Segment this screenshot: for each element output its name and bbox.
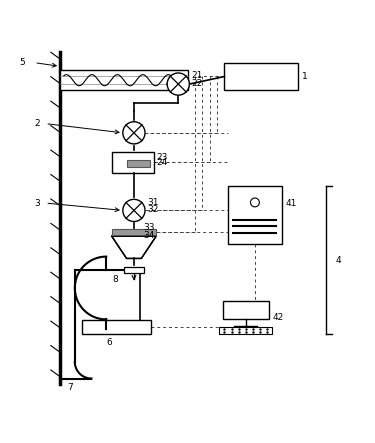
FancyBboxPatch shape — [60, 70, 188, 90]
Circle shape — [123, 122, 145, 144]
FancyBboxPatch shape — [219, 327, 273, 334]
Text: 21: 21 — [191, 71, 202, 81]
Text: 8: 8 — [112, 275, 118, 284]
Text: 1: 1 — [302, 72, 308, 81]
Text: 41: 41 — [285, 199, 297, 208]
FancyBboxPatch shape — [112, 152, 154, 174]
Text: 31: 31 — [147, 198, 158, 207]
Text: 5: 5 — [20, 58, 25, 67]
Text: 34: 34 — [143, 231, 154, 240]
Polygon shape — [112, 236, 156, 258]
Text: 32: 32 — [147, 205, 158, 214]
Circle shape — [251, 198, 260, 207]
FancyBboxPatch shape — [112, 229, 156, 235]
Text: 33: 33 — [143, 223, 154, 232]
Text: 22: 22 — [191, 79, 202, 88]
Text: 23: 23 — [156, 153, 168, 162]
FancyBboxPatch shape — [225, 62, 298, 90]
Text: 6: 6 — [106, 338, 112, 347]
Text: 42: 42 — [273, 313, 284, 322]
Circle shape — [167, 73, 189, 95]
FancyBboxPatch shape — [82, 320, 150, 334]
Text: 4: 4 — [335, 256, 341, 265]
Text: 2: 2 — [34, 119, 40, 128]
Text: 7: 7 — [68, 383, 73, 392]
Text: 3: 3 — [34, 198, 40, 207]
FancyBboxPatch shape — [228, 187, 282, 244]
Circle shape — [123, 199, 145, 222]
FancyBboxPatch shape — [124, 267, 144, 273]
FancyBboxPatch shape — [127, 160, 150, 167]
Text: 24: 24 — [156, 158, 167, 167]
FancyBboxPatch shape — [223, 301, 269, 319]
